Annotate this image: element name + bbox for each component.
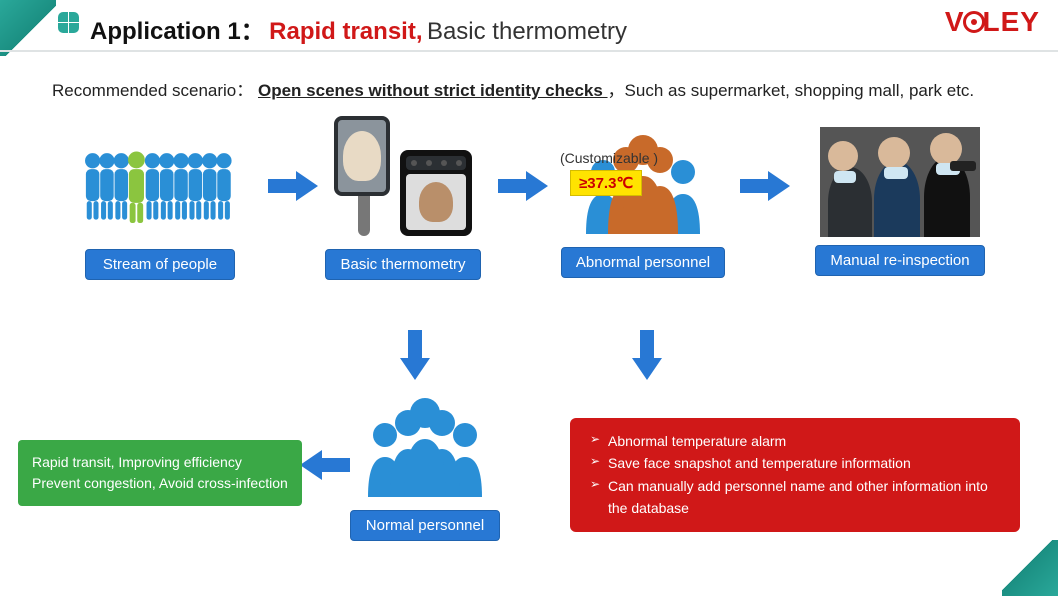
corner-decoration-tl <box>0 0 56 56</box>
label-normal: Normal personnel <box>350 510 500 541</box>
customizable-label: (Customizable ) <box>560 150 658 166</box>
arrow-right-1 <box>268 171 318 201</box>
stage-stream: Stream of people <box>60 131 260 280</box>
title-highlight: Rapid transit, <box>269 18 422 45</box>
stage-manual: Manual re-inspection <box>800 127 1000 276</box>
label-abnormal: Abnormal personnel <box>561 247 725 278</box>
green-line-2: Prevent congestion, Avoid cross-infectio… <box>32 473 288 494</box>
device-image <box>323 111 483 241</box>
quad-circle-icon <box>58 12 80 34</box>
red-callout: Abnormal temperature alarm Save face sna… <box>570 418 1020 532</box>
scenario-underlined: Open scenes without strict identity chec… <box>258 81 608 100</box>
normal-group-icon <box>345 392 505 502</box>
crowd-image <box>80 131 240 241</box>
label-basic: Basic thermometry <box>325 249 480 280</box>
brand-eye-icon <box>963 11 985 33</box>
red-list: Abnormal temperature alarm Save face sna… <box>590 430 1004 520</box>
arrow-right-3 <box>740 171 790 201</box>
device-kiosk-icon <box>334 116 394 236</box>
slide-title: Application 1： Rapid transit, Basic ther… <box>90 11 627 46</box>
arrow-down-basic <box>400 330 430 380</box>
red-item: Abnormal temperature alarm <box>590 430 1004 452</box>
green-line-1: Rapid transit, Improving efficiency <box>32 452 288 473</box>
label-manual: Manual re-inspection <box>815 245 985 276</box>
stage-basic: Basic thermometry <box>318 111 488 280</box>
arrow-left-normal <box>300 450 350 480</box>
brand-ley: LEY <box>983 6 1040 37</box>
scenario-label: Recommended scenario： <box>52 81 253 100</box>
slide-header: Application 1： Rapid transit, Basic ther… <box>0 0 1058 56</box>
corner-decoration-br <box>1002 540 1058 596</box>
red-item: Can manually add personnel name and othe… <box>590 475 1004 520</box>
label-stream: Stream of people <box>85 249 235 280</box>
inspection-photo <box>820 127 980 237</box>
title-rest: Basic thermometry <box>427 18 627 45</box>
arrow-down-abnormal <box>632 330 662 380</box>
green-callout: Rapid transit, Improving efficiency Prev… <box>18 440 302 506</box>
title-prefix: Application 1： <box>90 18 265 45</box>
brand-v: V <box>945 6 965 37</box>
scenario-tail: ，Such as supermarket, shopping mall, par… <box>608 81 975 100</box>
temperature-threshold: ≥37.3℃ <box>570 170 642 196</box>
stage-normal: Normal personnel <box>340 392 510 541</box>
scenario-line: Recommended scenario： Open scenes withou… <box>0 56 1058 111</box>
device-panel-icon <box>400 150 472 236</box>
red-item: Save face snapshot and temperature infor… <box>590 452 1004 474</box>
brand-logo: V LEY <box>945 6 1040 38</box>
header-rule <box>0 50 1058 52</box>
flow-row: Stream of people Basic thermometry <box>0 111 1058 311</box>
arrow-right-2 <box>498 171 548 201</box>
